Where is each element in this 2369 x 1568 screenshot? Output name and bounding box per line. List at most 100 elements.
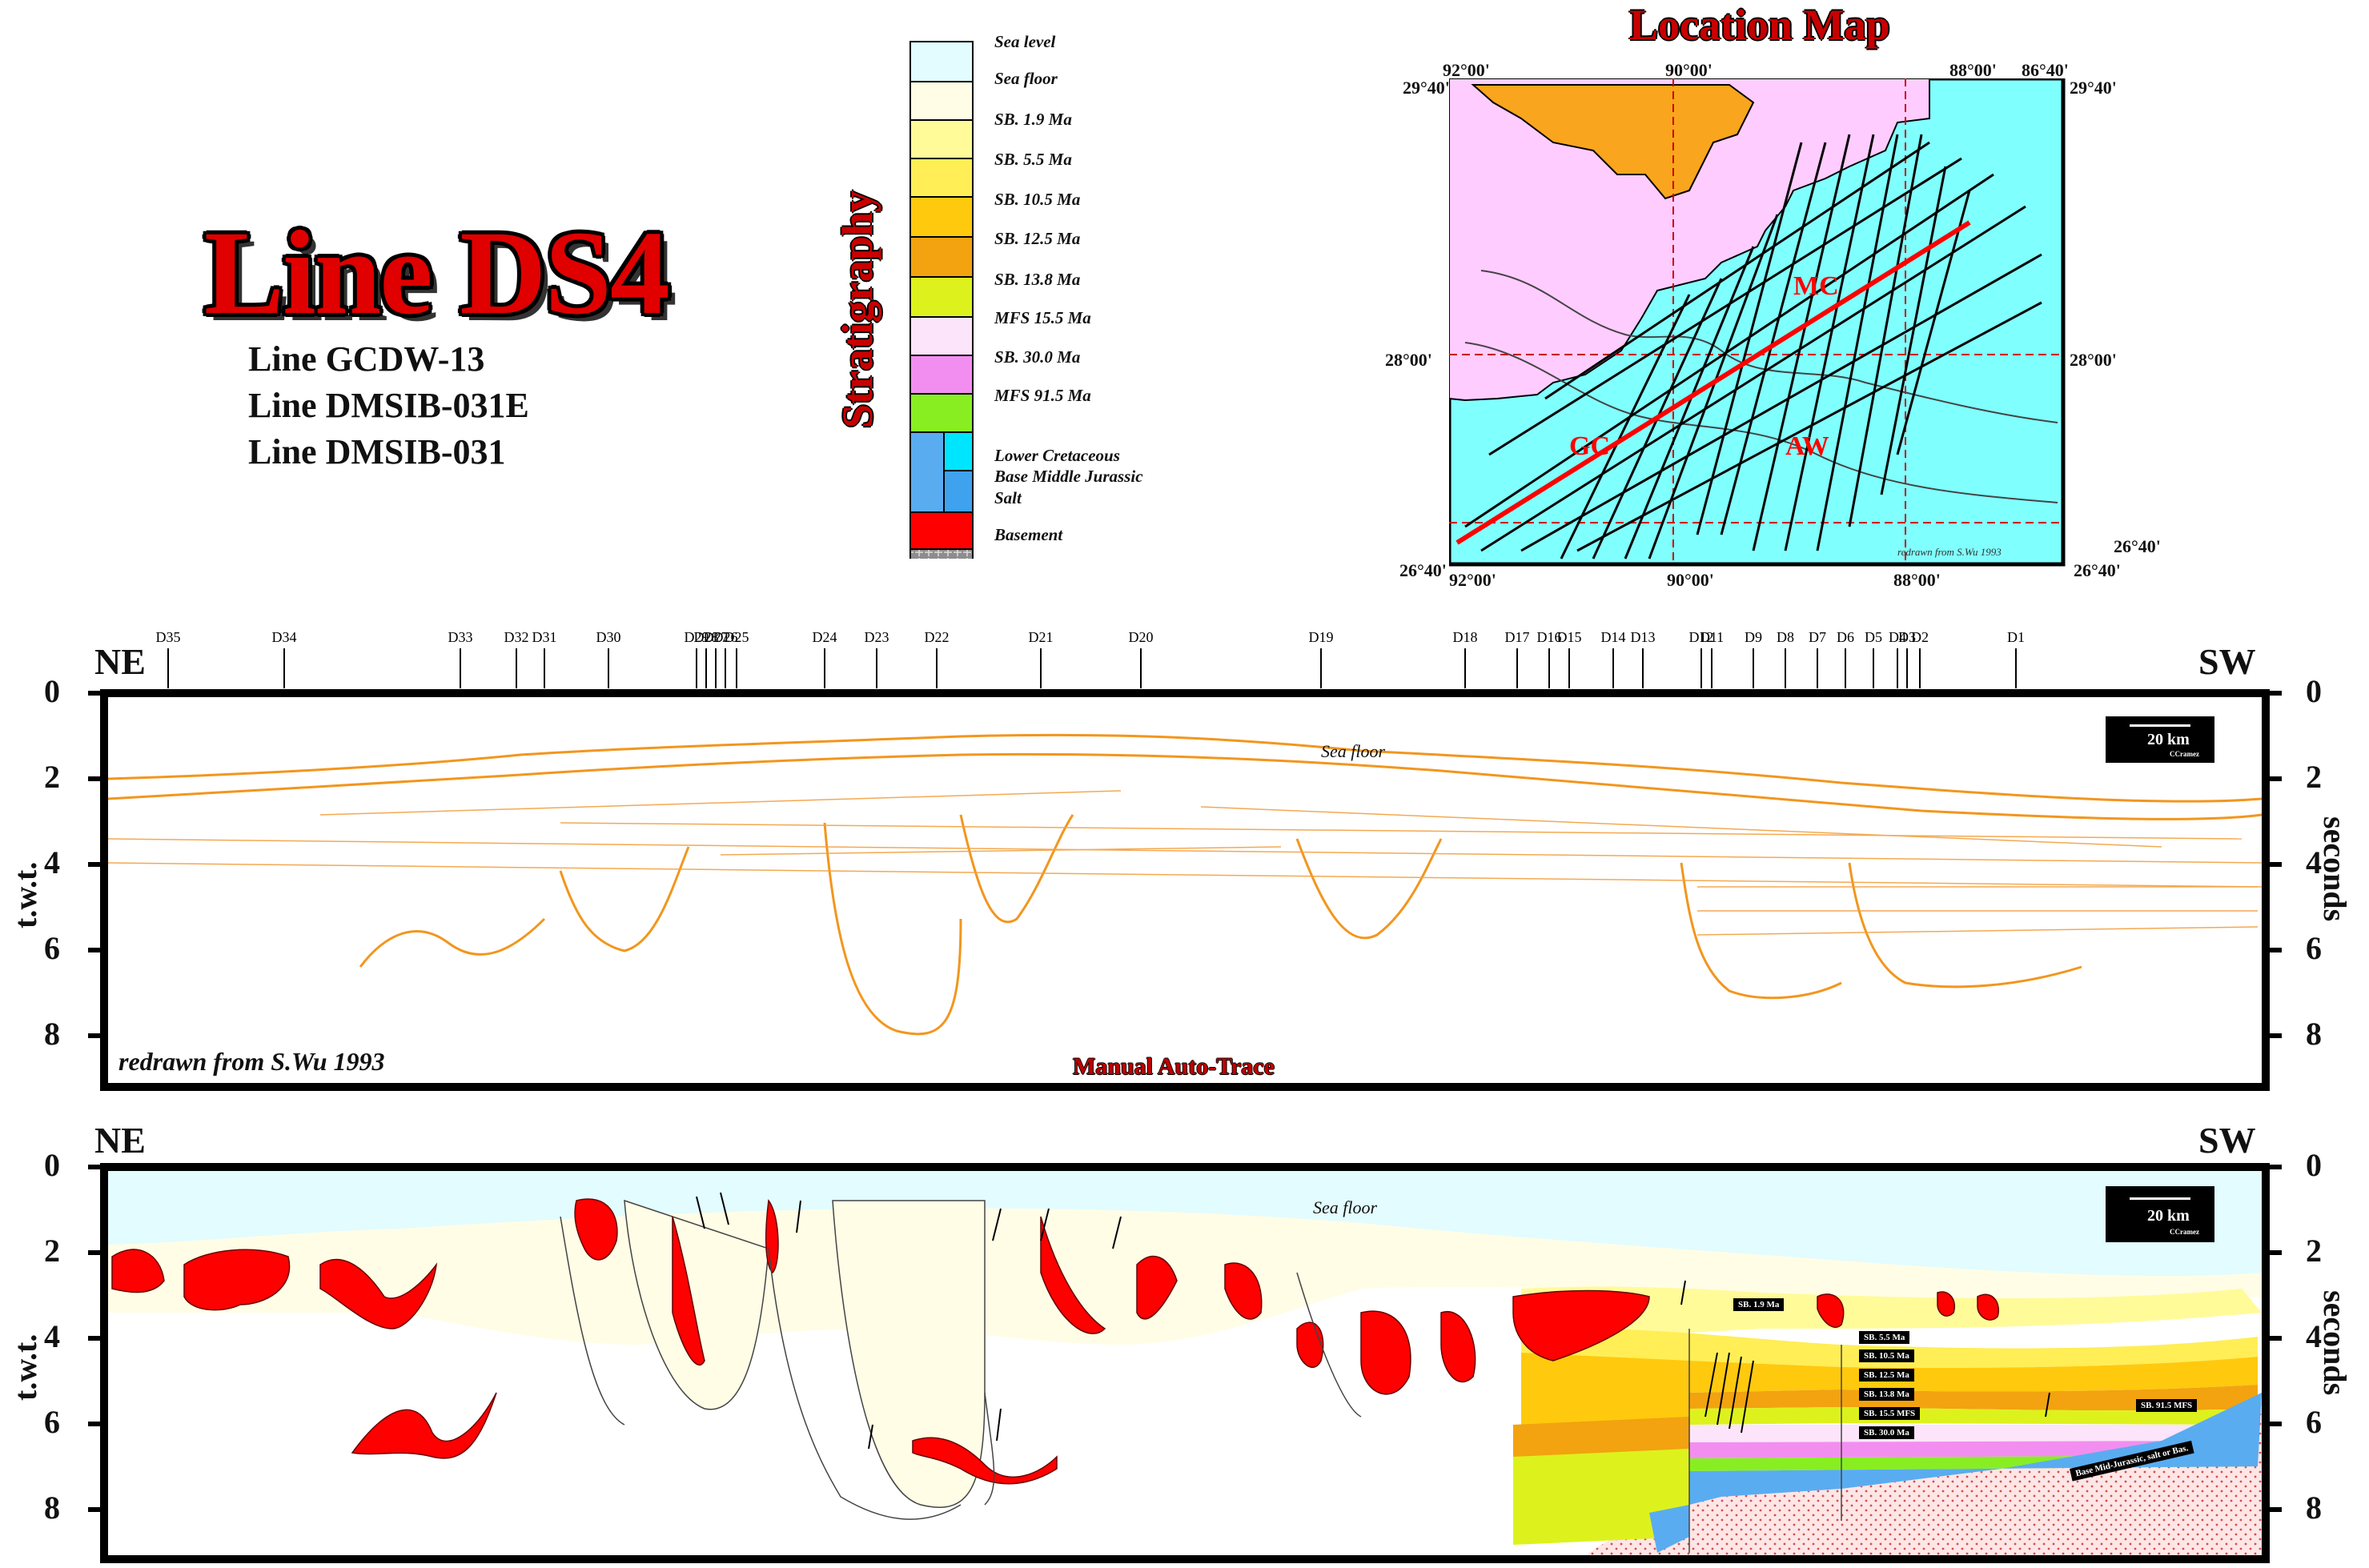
legend-swatch-mfs-91-5 [909, 393, 974, 433]
well-label: D13 [1631, 629, 1656, 645]
well-label: D35 [156, 629, 181, 645]
legend-label-sb-1-9: SB. 1.9 Ma [994, 110, 1072, 129]
lower-sw-label: SW [2198, 1120, 2256, 1161]
manual-auto-trace-label: Manual Auto-Trace [1073, 1053, 1275, 1080]
coord-top-mid: 90°00' [1665, 60, 1713, 80]
legend-swatch-sb-1-9 [909, 119, 974, 159]
well-label: D33 [448, 629, 473, 645]
water-fill [108, 1171, 2262, 1277]
upper-y-tick-r-4: 4 [2306, 844, 2322, 880]
legend-label-sea-floor: Sea floor [994, 69, 1058, 88]
lower-scale-credit: CCramez [2170, 1228, 2199, 1236]
well-label: D9 [1745, 629, 1762, 645]
well-label: D16 [1537, 629, 1562, 645]
well-label: D19 [1309, 629, 1334, 645]
tag-mfs-15-5: SB. 15.5 MFS [1859, 1407, 1921, 1420]
lower-y-tick-r-8: 8 [2306, 1490, 2322, 1526]
lower-y-tick-4: 4 [44, 1318, 60, 1354]
well-label: D29 [685, 629, 709, 645]
upper-sw-label: SW [2198, 641, 2256, 682]
legend-label-mfs-15-5: MFS 15.5 Ma [994, 308, 1091, 327]
lower-y-tick-2: 2 [44, 1233, 60, 1269]
legend-swatch-salt [909, 511, 974, 550]
well-label: D18 [1453, 629, 1478, 645]
well-label: D30 [596, 629, 621, 645]
map-land [1449, 78, 1930, 402]
survey-lines: Line GCDW-13 Line DMSIB-031E Line DMSIB-… [248, 336, 529, 475]
legend-swatch-sb-30 [909, 355, 974, 395]
well-label: D5 [1865, 629, 1882, 645]
location-map-title: Location Map [1629, 1, 1890, 49]
coord-left-mid-lat: 28°00' [1385, 350, 1432, 370]
coord-tl-lon: 92°00' [1443, 60, 1490, 80]
upper-scale-credit: CCramez [2170, 750, 2199, 758]
well-label: D15 [1557, 629, 1582, 645]
mfs-15-5-layer [1689, 1425, 2258, 1442]
survey-line-1: Line GCDW-13 [248, 339, 485, 379]
upper-y-tick-2: 2 [44, 759, 60, 795]
legend-swatch-sb-12-5 [909, 236, 974, 278]
legend-swatch-sb-10-5 [909, 196, 974, 238]
lower-section [88, 1163, 2282, 1563]
legend-swatch-sb-5-5 [909, 158, 974, 198]
well-label: D28 [694, 629, 719, 645]
tag-sb-30: SB. 30.0 Ma [1859, 1426, 1914, 1439]
lower-y-tick-8: 8 [44, 1490, 60, 1526]
upper-scale-label: 20 km [2147, 731, 2190, 748]
legend-label-sb-13-8: SB. 13.8 Ma [994, 270, 1081, 289]
lower-y-tick-6: 6 [44, 1404, 60, 1440]
lower-y-tick-r-4: 4 [2306, 1318, 2322, 1354]
well-label: D22 [925, 629, 950, 645]
coord-bottom-right: 88°00' [1893, 570, 1941, 590]
well-label: D31 [532, 629, 557, 645]
well-label: D32 [504, 629, 529, 645]
coord-tl-lat: 29°40' [1403, 78, 1450, 98]
tag-sb-13-8: SB. 13.8 Ma [1859, 1388, 1914, 1401]
map-label-gc: GC [1569, 431, 1610, 461]
well-label: D17 [1505, 629, 1530, 645]
coord-right-mid-lat: 28°00' [2070, 350, 2117, 370]
lower-y-tick-r-2: 2 [2306, 1233, 2322, 1269]
legend-label-basement: Basement [994, 525, 1063, 544]
upper-y-tick-r-2: 2 [2306, 759, 2322, 795]
well-label: D12 [1689, 629, 1714, 645]
map-line-ds4 [1456, 220, 1971, 545]
lower-scale-bar: 20 km CCramez [2106, 1186, 2214, 1242]
legend-label-mfs-91-5: MFS 91.5 Ma [994, 386, 1091, 405]
well-label: D1 [2007, 629, 2025, 645]
map-delta [1471, 84, 1755, 200]
lower-y-tick-r-6: 6 [2306, 1404, 2322, 1440]
well-label: D8 [1777, 629, 1794, 645]
well-label: D2 [1911, 629, 1929, 645]
well-label: D20 [1129, 629, 1154, 645]
upper-y-tick-r-0: 0 [2306, 673, 2322, 709]
coord-br-lat-2: 26°40' [2074, 560, 2121, 580]
lower-cretaceous-layer [1649, 1393, 2262, 1553]
coord-bl-lat: 26°40' [1399, 560, 1447, 580]
legend-label-sea-level: Sea level [994, 32, 1056, 51]
sb-13-8-layer [1513, 1407, 2258, 1545]
lower-y-label-left: t.w.t. [7, 1333, 43, 1401]
legend-swatch-sb-13-8 [909, 276, 974, 318]
page-title: Line DS4 [204, 207, 670, 339]
coord-tr-lon: 86°40' [2022, 60, 2069, 80]
upper-y-tick-r-6: 6 [2306, 930, 2322, 966]
map-label-aw: AW [1785, 431, 1829, 461]
legend-label-salt: Salt [994, 488, 1022, 507]
legend-label-base-mid-jurassic: Base Middle Jurassic [994, 467, 1143, 486]
coord-br-lat: 26°40' [2114, 536, 2161, 556]
well-label: D24 [813, 629, 837, 645]
tag-sb-1-9: SB. 1.9 Ma [1733, 1298, 1785, 1311]
well-label: D11 [1700, 629, 1724, 645]
upper-y-label-left: t.w.t. [7, 861, 43, 928]
coord-bottom-mid: 90°00' [1667, 570, 1714, 590]
tag-sb-10-5: SB. 10.5 Ma [1859, 1349, 1914, 1362]
legend-swatch-mfs-15-5 [909, 316, 974, 356]
upper-y-tick-6: 6 [44, 930, 60, 966]
lower-y-tick-r-0: 0 [2306, 1147, 2322, 1183]
survey-line-2: Line DMSIB-031E [248, 386, 529, 425]
legend-label-lower-cretaceous: Lower Cretaceous [994, 446, 1120, 465]
upper-y-tick-r-8: 8 [2306, 1016, 2322, 1052]
survey-line-3: Line DMSIB-031 [248, 432, 506, 471]
